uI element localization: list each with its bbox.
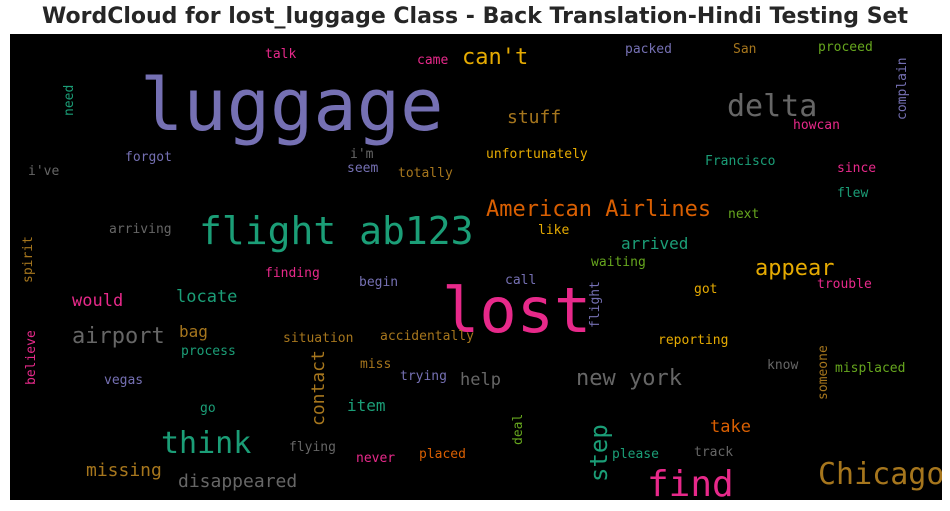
word-appear: appear bbox=[755, 256, 834, 281]
word-luggage: luggage bbox=[140, 63, 443, 147]
word-situation: situation bbox=[283, 331, 353, 346]
word-please: please bbox=[612, 447, 659, 462]
word-disappeared: disappeared bbox=[178, 471, 297, 492]
word-howcan: howcan bbox=[793, 118, 840, 133]
word-track: track bbox=[694, 445, 733, 460]
word-locate: locate bbox=[176, 287, 237, 307]
word-seem: seem bbox=[347, 161, 378, 176]
wordcloud-svg: luggage lost flight ab123 find delta Chicago A… bbox=[21, 40, 942, 500]
word-process: process bbox=[181, 344, 236, 359]
word-need: need bbox=[62, 85, 77, 116]
word-bag: bag bbox=[179, 322, 208, 341]
word-reporting: reporting bbox=[658, 333, 728, 348]
word-new-york: new york bbox=[576, 366, 682, 391]
word-i-m: i'm bbox=[350, 147, 374, 162]
word-item: item bbox=[347, 396, 386, 415]
word-accidentally: accidentally bbox=[380, 329, 474, 344]
word-think: think bbox=[161, 426, 251, 461]
word-flight-ab123: flight ab123 bbox=[199, 209, 474, 253]
word-san: San bbox=[733, 42, 756, 57]
word-francisco: Francisco bbox=[705, 154, 775, 169]
word-missing: missing bbox=[86, 460, 162, 481]
word-got: got bbox=[694, 282, 717, 297]
word-someone: someone bbox=[816, 345, 831, 400]
word-lost: lost bbox=[442, 274, 591, 347]
word-spirit: spirit bbox=[21, 236, 36, 283]
word-contact: contact bbox=[308, 350, 329, 426]
word-help: help bbox=[460, 370, 501, 390]
word-forgot: forgot bbox=[125, 150, 172, 165]
word-proceed: proceed bbox=[818, 40, 873, 55]
chart-title: WordCloud for lost_luggage Class - Back … bbox=[42, 4, 908, 29]
word-flew: flew bbox=[837, 186, 868, 201]
word-trouble: trouble bbox=[817, 277, 872, 292]
word-american-airlines: American Airlines bbox=[486, 197, 711, 222]
word-begin: begin bbox=[359, 275, 398, 290]
word-trying: trying bbox=[400, 369, 447, 384]
word-flying: flying bbox=[289, 440, 336, 455]
word-misplaced: misplaced bbox=[835, 361, 905, 376]
word-never: never bbox=[356, 451, 395, 466]
word-believe: believe bbox=[24, 330, 39, 385]
word-packed: packed bbox=[625, 42, 672, 57]
word-miss: miss bbox=[360, 357, 391, 372]
word-stuff: stuff bbox=[507, 107, 561, 128]
word-like: like bbox=[538, 223, 569, 238]
word-deal: deal bbox=[511, 414, 526, 445]
word-waiting: waiting bbox=[591, 255, 646, 270]
word-know: know bbox=[767, 358, 798, 373]
word-next: next bbox=[728, 207, 759, 222]
word-would: would bbox=[72, 291, 123, 311]
word-arrived: arrived bbox=[621, 234, 688, 253]
word-arriving: arriving bbox=[109, 222, 172, 237]
wordcloud-canvas: luggage lost flight ab123 find delta Chicago A… bbox=[10, 34, 942, 500]
word-finding: finding bbox=[265, 266, 320, 281]
word-since: since bbox=[837, 161, 876, 176]
word-take: take bbox=[710, 417, 751, 437]
word-unfortunately: unfortunately bbox=[486, 147, 588, 162]
word-placed: placed bbox=[419, 447, 466, 462]
word-vegas: vegas bbox=[104, 373, 143, 388]
word-complain: complain bbox=[895, 57, 910, 120]
word-talk: talk bbox=[265, 47, 296, 62]
word-call: call bbox=[505, 273, 536, 288]
word-airport: airport bbox=[72, 324, 165, 349]
word-go: go bbox=[200, 401, 216, 416]
word-delta: delta bbox=[727, 89, 817, 124]
word-flight: flight bbox=[588, 281, 603, 328]
word-find: find bbox=[647, 464, 734, 500]
word-came: came bbox=[417, 53, 448, 68]
word-i-ve: i've bbox=[28, 164, 59, 179]
word-step: step bbox=[585, 424, 613, 482]
word-chicago: Chicago bbox=[818, 457, 942, 492]
word-can-t: can't bbox=[462, 45, 528, 70]
word-totally: totally bbox=[398, 166, 453, 181]
